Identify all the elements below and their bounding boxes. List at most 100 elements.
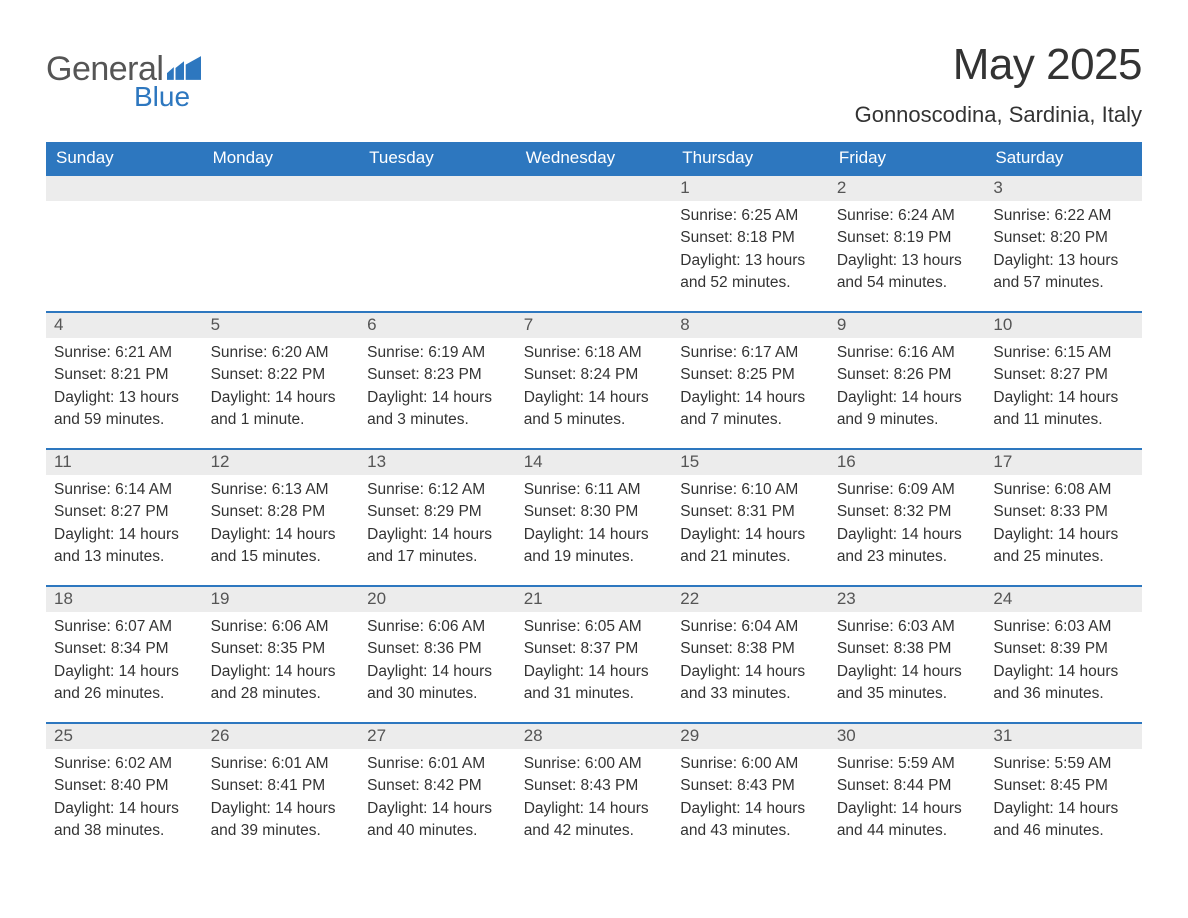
day-cell: Sunrise: 6:24 AMSunset: 8:19 PMDaylight:… (829, 201, 986, 311)
day-cell (359, 201, 516, 311)
sunset-text: Sunset: 8:27 PM (54, 501, 195, 523)
daylight-text: Daylight: 14 hours and 5 minutes. (524, 387, 665, 432)
day-number: 1 (672, 174, 829, 201)
sunrise-text: Sunrise: 6:13 AM (211, 479, 352, 501)
sunset-text: Sunset: 8:38 PM (680, 638, 821, 660)
sunrise-text: Sunrise: 6:18 AM (524, 342, 665, 364)
daylight-text: Daylight: 13 hours and 57 minutes. (993, 250, 1134, 295)
day-number-cell: 10 (985, 311, 1142, 338)
daylight-text: Daylight: 14 hours and 30 minutes. (367, 661, 508, 706)
day-content: Sunrise: 6:08 AMSunset: 8:33 PMDaylight:… (985, 475, 1142, 575)
day-cell: Sunrise: 6:08 AMSunset: 8:33 PMDaylight:… (985, 475, 1142, 585)
day-cell: Sunrise: 6:20 AMSunset: 8:22 PMDaylight:… (203, 338, 360, 448)
day-number-cell: 26 (203, 722, 360, 749)
sunrise-text: Sunrise: 6:12 AM (367, 479, 508, 501)
weekday-header: Sunday (46, 142, 203, 174)
daylight-text: Daylight: 13 hours and 54 minutes. (837, 250, 978, 295)
sunset-text: Sunset: 8:27 PM (993, 364, 1134, 386)
day-number: 22 (672, 585, 829, 612)
sunset-text: Sunset: 8:43 PM (524, 775, 665, 797)
day-content: Sunrise: 6:05 AMSunset: 8:37 PMDaylight:… (516, 612, 673, 712)
day-content: Sunrise: 6:00 AMSunset: 8:43 PMDaylight:… (672, 749, 829, 849)
daylight-text: Daylight: 14 hours and 1 minute. (211, 387, 352, 432)
day-number-cell: 2 (829, 174, 986, 201)
sunrise-text: Sunrise: 6:06 AM (367, 616, 508, 638)
sunset-text: Sunset: 8:18 PM (680, 227, 821, 249)
daylight-text: Daylight: 14 hours and 33 minutes. (680, 661, 821, 706)
sunrise-text: Sunrise: 6:21 AM (54, 342, 195, 364)
day-number-cell: 23 (829, 585, 986, 612)
day-number-cell: 20 (359, 585, 516, 612)
daylight-text: Daylight: 13 hours and 52 minutes. (680, 250, 821, 295)
day-content: Sunrise: 6:24 AMSunset: 8:19 PMDaylight:… (829, 201, 986, 301)
sunset-text: Sunset: 8:25 PM (680, 364, 821, 386)
sunset-text: Sunset: 8:28 PM (211, 501, 352, 523)
page-header: General Blue May 2025 Gonnoscodina, Sard… (46, 40, 1142, 128)
sunset-text: Sunset: 8:29 PM (367, 501, 508, 523)
day-content: Sunrise: 6:17 AMSunset: 8:25 PMDaylight:… (672, 338, 829, 438)
day-content: Sunrise: 6:03 AMSunset: 8:39 PMDaylight:… (985, 612, 1142, 712)
sunrise-text: Sunrise: 6:06 AM (211, 616, 352, 638)
week-content-row: Sunrise: 6:25 AMSunset: 8:18 PMDaylight:… (46, 201, 1142, 311)
day-number-cell: 11 (46, 448, 203, 475)
day-cell: Sunrise: 6:22 AMSunset: 8:20 PMDaylight:… (985, 201, 1142, 311)
daylight-text: Daylight: 14 hours and 3 minutes. (367, 387, 508, 432)
daylight-text: Daylight: 14 hours and 35 minutes. (837, 661, 978, 706)
day-content: Sunrise: 6:06 AMSunset: 8:35 PMDaylight:… (203, 612, 360, 712)
daylight-text: Daylight: 13 hours and 59 minutes. (54, 387, 195, 432)
day-number-cell: 5 (203, 311, 360, 338)
week-daynum-row: 45678910 (46, 311, 1142, 338)
day-number (203, 174, 360, 201)
sunset-text: Sunset: 8:44 PM (837, 775, 978, 797)
day-content: Sunrise: 6:01 AMSunset: 8:42 PMDaylight:… (359, 749, 516, 849)
day-cell: Sunrise: 6:03 AMSunset: 8:38 PMDaylight:… (829, 612, 986, 722)
day-number-cell: 28 (516, 722, 673, 749)
day-number: 15 (672, 448, 829, 475)
day-number-cell: 25 (46, 722, 203, 749)
day-content: Sunrise: 6:22 AMSunset: 8:20 PMDaylight:… (985, 201, 1142, 301)
sunset-text: Sunset: 8:19 PM (837, 227, 978, 249)
sunrise-text: Sunrise: 6:07 AM (54, 616, 195, 638)
day-number-cell: 22 (672, 585, 829, 612)
daylight-text: Daylight: 14 hours and 31 minutes. (524, 661, 665, 706)
day-number: 4 (46, 311, 203, 338)
daylight-text: Daylight: 14 hours and 11 minutes. (993, 387, 1134, 432)
daylight-text: Daylight: 14 hours and 9 minutes. (837, 387, 978, 432)
day-number: 18 (46, 585, 203, 612)
sunset-text: Sunset: 8:41 PM (211, 775, 352, 797)
day-content: Sunrise: 6:14 AMSunset: 8:27 PMDaylight:… (46, 475, 203, 575)
daylight-text: Daylight: 14 hours and 23 minutes. (837, 524, 978, 569)
day-cell: Sunrise: 5:59 AMSunset: 8:45 PMDaylight:… (985, 749, 1142, 859)
day-content: Sunrise: 6:03 AMSunset: 8:38 PMDaylight:… (829, 612, 986, 712)
daylight-text: Daylight: 14 hours and 39 minutes. (211, 798, 352, 843)
day-number (516, 174, 673, 201)
day-number: 2 (829, 174, 986, 201)
day-number-cell: 30 (829, 722, 986, 749)
daylight-text: Daylight: 14 hours and 40 minutes. (367, 798, 508, 843)
sunrise-text: Sunrise: 6:10 AM (680, 479, 821, 501)
day-number: 19 (203, 585, 360, 612)
day-number (46, 174, 203, 201)
day-cell: Sunrise: 6:17 AMSunset: 8:25 PMDaylight:… (672, 338, 829, 448)
day-cell: Sunrise: 6:00 AMSunset: 8:43 PMDaylight:… (672, 749, 829, 859)
day-number: 24 (985, 585, 1142, 612)
sunrise-text: Sunrise: 6:24 AM (837, 205, 978, 227)
day-number-cell (46, 174, 203, 201)
day-number: 20 (359, 585, 516, 612)
day-content: Sunrise: 6:11 AMSunset: 8:30 PMDaylight:… (516, 475, 673, 575)
sunrise-text: Sunrise: 6:03 AM (993, 616, 1134, 638)
sunset-text: Sunset: 8:23 PM (367, 364, 508, 386)
day-number: 16 (829, 448, 986, 475)
sunrise-text: Sunrise: 6:19 AM (367, 342, 508, 364)
day-content: Sunrise: 6:16 AMSunset: 8:26 PMDaylight:… (829, 338, 986, 438)
day-number-cell: 29 (672, 722, 829, 749)
day-number-cell: 14 (516, 448, 673, 475)
day-cell: Sunrise: 6:15 AMSunset: 8:27 PMDaylight:… (985, 338, 1142, 448)
weekday-header: Saturday (985, 142, 1142, 174)
day-number: 7 (516, 311, 673, 338)
month-title: May 2025 (855, 40, 1142, 90)
location-subtitle: Gonnoscodina, Sardinia, Italy (855, 102, 1142, 128)
sunrise-text: Sunrise: 6:02 AM (54, 753, 195, 775)
weekday-header: Wednesday (516, 142, 673, 174)
day-cell: Sunrise: 6:10 AMSunset: 8:31 PMDaylight:… (672, 475, 829, 585)
